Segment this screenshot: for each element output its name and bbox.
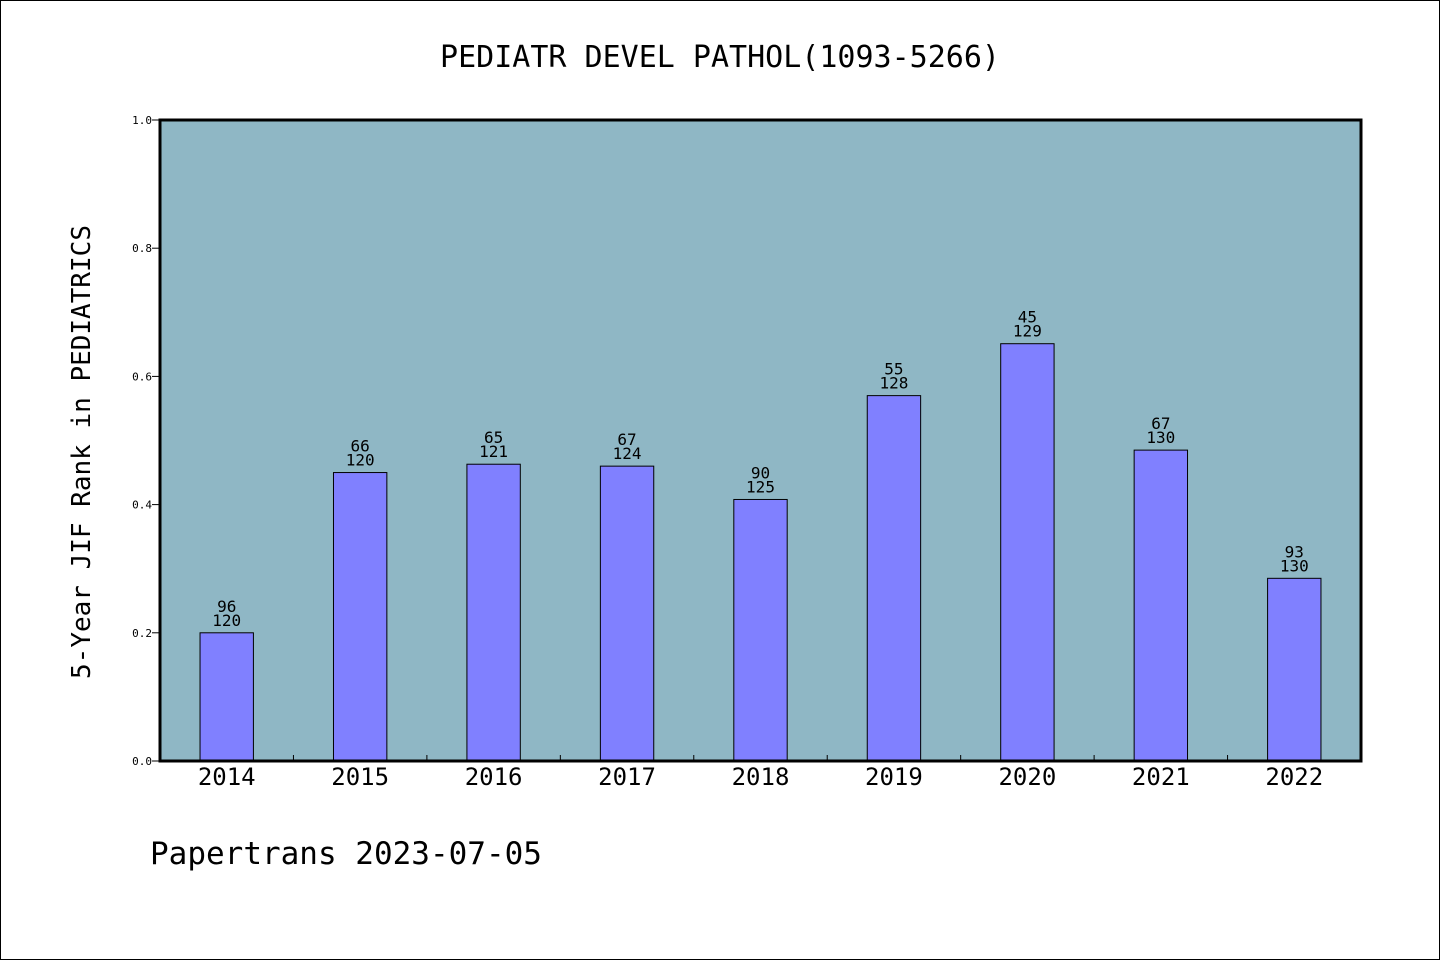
y-tick-label: 0.2 xyxy=(132,627,152,640)
bar-2015 xyxy=(332,472,388,762)
bar-label-rank: 66 xyxy=(351,437,370,456)
bar-label-total: 124 xyxy=(613,444,642,463)
x-tick-label: 2015 xyxy=(331,763,389,791)
x-axis: 2014 2015 2016 2017 2018 2019 2020 2021 2022 xyxy=(198,755,1323,791)
bar-2019 xyxy=(866,395,922,762)
x-tick-label: 2020 xyxy=(998,763,1056,791)
bar-label-rank: 65 xyxy=(484,428,503,447)
bar-2018 xyxy=(733,498,788,762)
x-tick-label: 2019 xyxy=(865,763,923,791)
bar-2016 xyxy=(466,463,521,762)
y-tick-label: 0.8 xyxy=(132,242,152,255)
y-tick-label: 0.0 xyxy=(132,755,152,768)
bar-2022 xyxy=(1267,577,1322,762)
bar-label-rank: 55 xyxy=(884,360,903,379)
y-tick-label: 0.6 xyxy=(132,370,152,383)
bar-label-total: 120 xyxy=(346,451,375,470)
bar-label-rank: 90 xyxy=(751,463,770,482)
bar-label-total: 121 xyxy=(479,442,508,461)
bar-label-total: 128 xyxy=(879,374,908,393)
bars-group: 9612066120651216712490125551284512967130… xyxy=(199,308,1322,762)
bar-label-rank: 96 xyxy=(217,597,236,616)
bar-2021 xyxy=(1133,449,1189,762)
bar-label-rank: 67 xyxy=(617,430,636,449)
footer-text: Papertrans 2023-07-05 xyxy=(150,836,542,872)
y-axis: 0.0 0.2 0.4 0.6 0.8 1.0 xyxy=(132,114,160,768)
bar-label-total: 129 xyxy=(1013,322,1042,341)
bar-label-total: 130 xyxy=(1146,428,1175,447)
y-axis-label: 5-Year JIF Rank in PEDIATRICS xyxy=(67,225,97,679)
chart-title: PEDIATR DEVEL PATHOL(1093-5266) xyxy=(440,40,1000,75)
bar-2014 xyxy=(199,632,254,762)
x-tick-label: 2017 xyxy=(598,763,656,791)
bar-label-total: 125 xyxy=(746,477,775,496)
x-tick-label: 2021 xyxy=(1132,763,1190,791)
bar-label-total: 120 xyxy=(212,611,241,630)
x-tick-label: 2018 xyxy=(732,763,790,791)
bar-label-total: 130 xyxy=(1280,556,1309,575)
x-tick-label: 2022 xyxy=(1265,763,1323,791)
bar-label-rank: 45 xyxy=(1018,308,1037,327)
x-tick-label: 2016 xyxy=(465,763,523,791)
y-tick-label: 1.0 xyxy=(132,114,152,127)
bar-2020 xyxy=(1000,343,1055,762)
bar-label-rank: 93 xyxy=(1285,542,1304,561)
bar-label-rank: 67 xyxy=(1151,414,1170,433)
bar-2017 xyxy=(599,465,655,762)
plot-border xyxy=(158,118,1363,763)
y-tick-label: 0.4 xyxy=(132,499,152,512)
x-tick-label: 2014 xyxy=(198,763,256,791)
